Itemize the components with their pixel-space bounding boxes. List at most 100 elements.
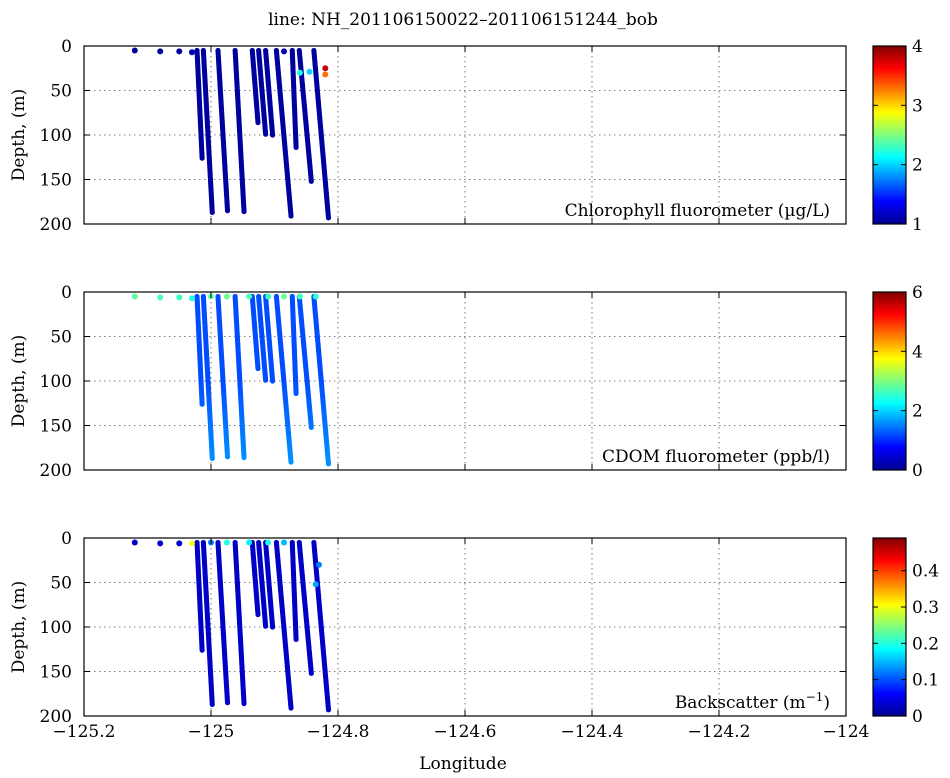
colorbar-tick-label: 0.2 <box>912 634 939 654</box>
profile-point <box>255 119 261 126</box>
profile-point <box>224 700 231 706</box>
colorbar-tick-label: 3 <box>912 96 923 116</box>
colorbar-tick-label: 0 <box>912 461 923 481</box>
surface-point <box>246 539 253 546</box>
profile-point <box>199 155 205 161</box>
colorbar-tick-label: 6 <box>912 283 923 303</box>
y-tick-label: 150 <box>40 663 72 683</box>
surface-point <box>131 539 138 546</box>
profile-point <box>293 390 299 397</box>
x-tick-label: −124 <box>823 722 870 742</box>
surface-point <box>322 71 329 78</box>
y-tick-label: 0 <box>61 529 72 549</box>
x-tick-label: −124.4 <box>561 722 624 742</box>
y-tick-label: 0 <box>61 283 72 303</box>
y-tick-label: 150 <box>40 171 72 191</box>
colorbar-tick-label: 2 <box>912 156 923 176</box>
profile-point <box>288 459 294 465</box>
y-tick-label: 100 <box>40 618 72 638</box>
colorbar-tick-label: 0 <box>912 707 923 727</box>
surface-point <box>322 65 329 72</box>
panel-label: Backscatter (m−1) <box>675 690 830 713</box>
surface-point <box>281 539 288 546</box>
data-points <box>131 293 332 467</box>
surface-point <box>312 293 319 300</box>
y-tick-label: 150 <box>40 417 72 437</box>
panel-3: −125.2 −125 −124.8 −124.6 −124.4 −124.2 −124 0 5… <box>9 529 939 742</box>
surface-point <box>157 294 164 301</box>
grid <box>84 46 846 224</box>
surface-point <box>188 295 195 302</box>
colorbar-tick-label: 1 <box>912 215 923 235</box>
profile-point <box>241 454 247 461</box>
grid <box>84 538 846 716</box>
surface-point <box>296 293 303 300</box>
profile-point <box>325 461 332 467</box>
profile-point <box>209 455 215 462</box>
y-tick-label: 100 <box>40 126 72 146</box>
data-points <box>131 539 332 713</box>
profile-point <box>224 454 231 460</box>
profile-point <box>288 213 294 219</box>
surface-point <box>157 48 164 55</box>
x-tick-label: −124.2 <box>688 722 751 742</box>
profile-point <box>255 611 261 618</box>
colorbar-tick-label: 0.4 <box>912 562 939 582</box>
y-axis-label: Depth, (m) <box>9 335 29 428</box>
surface-point <box>306 68 313 75</box>
colorbar: 0 2 4 6 <box>872 283 923 481</box>
colorbar: 0 0.1 0.2 0.3 0.4 <box>872 537 939 727</box>
surface-point <box>296 69 303 76</box>
surface-point <box>176 540 183 547</box>
x-tick-label: −124.8 <box>307 722 370 742</box>
surface-point <box>131 47 138 54</box>
colorbar-gradient <box>872 45 907 225</box>
colorbar-gradient <box>872 537 907 717</box>
profile-point <box>325 215 332 221</box>
surface-point <box>265 539 272 546</box>
panel-1: 0 50 100 150 200 Depth, (m) Chlorophyll fluoro… <box>9 37 923 235</box>
colorbar-tick-label: 0.3 <box>912 598 939 618</box>
surface-point <box>265 293 272 300</box>
surface-point <box>223 293 230 300</box>
colorbar: 1 2 3 4 <box>872 37 923 235</box>
profile-point <box>263 377 269 383</box>
figure-title: line: NH_201106150022–201106151244_bob <box>268 10 658 30</box>
profile-point <box>224 208 231 214</box>
profile-point <box>255 365 261 372</box>
y-tick-label: 0 <box>61 37 72 57</box>
profile-point <box>199 401 205 407</box>
surface-point <box>246 293 253 300</box>
surface-point <box>312 581 319 588</box>
colorbar-tick-label: 0.1 <box>912 671 939 691</box>
profile-point <box>263 131 269 137</box>
y-tick-label: 100 <box>40 372 72 392</box>
profile-point <box>199 647 205 653</box>
profile-point <box>308 178 314 184</box>
surface-point <box>188 540 195 547</box>
x-axis-label: Longitude <box>419 754 507 774</box>
surface-point <box>176 48 183 55</box>
profile-point <box>241 700 247 707</box>
x-tick-label: −125.2 <box>53 722 116 742</box>
profile-point <box>209 701 215 708</box>
data-points <box>131 47 332 221</box>
surface-point <box>281 293 288 300</box>
profile-point <box>293 144 299 151</box>
surface-point <box>315 561 322 568</box>
profile-point <box>209 209 215 216</box>
panel-2: 0 50 100 150 200 Depth, (m) CDOM fluorometer (… <box>9 283 923 481</box>
colorbar-tick-label: 4 <box>912 37 923 57</box>
profile-point <box>325 707 332 713</box>
profile-point <box>308 670 314 676</box>
surface-point <box>131 293 138 300</box>
profile-point <box>241 208 247 215</box>
colorbar-gradient <box>872 291 907 471</box>
y-tick-label: 200 <box>40 707 72 727</box>
y-tick-label: 200 <box>40 461 72 481</box>
grid <box>84 292 846 470</box>
profile-point <box>288 705 294 711</box>
y-tick-label: 50 <box>50 328 72 348</box>
profile-point <box>293 636 299 643</box>
